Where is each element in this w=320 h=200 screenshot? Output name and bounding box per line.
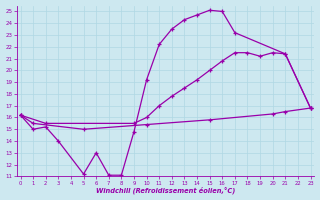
X-axis label: Windchill (Refroidissement éolien,°C): Windchill (Refroidissement éolien,°C)	[96, 187, 235, 194]
